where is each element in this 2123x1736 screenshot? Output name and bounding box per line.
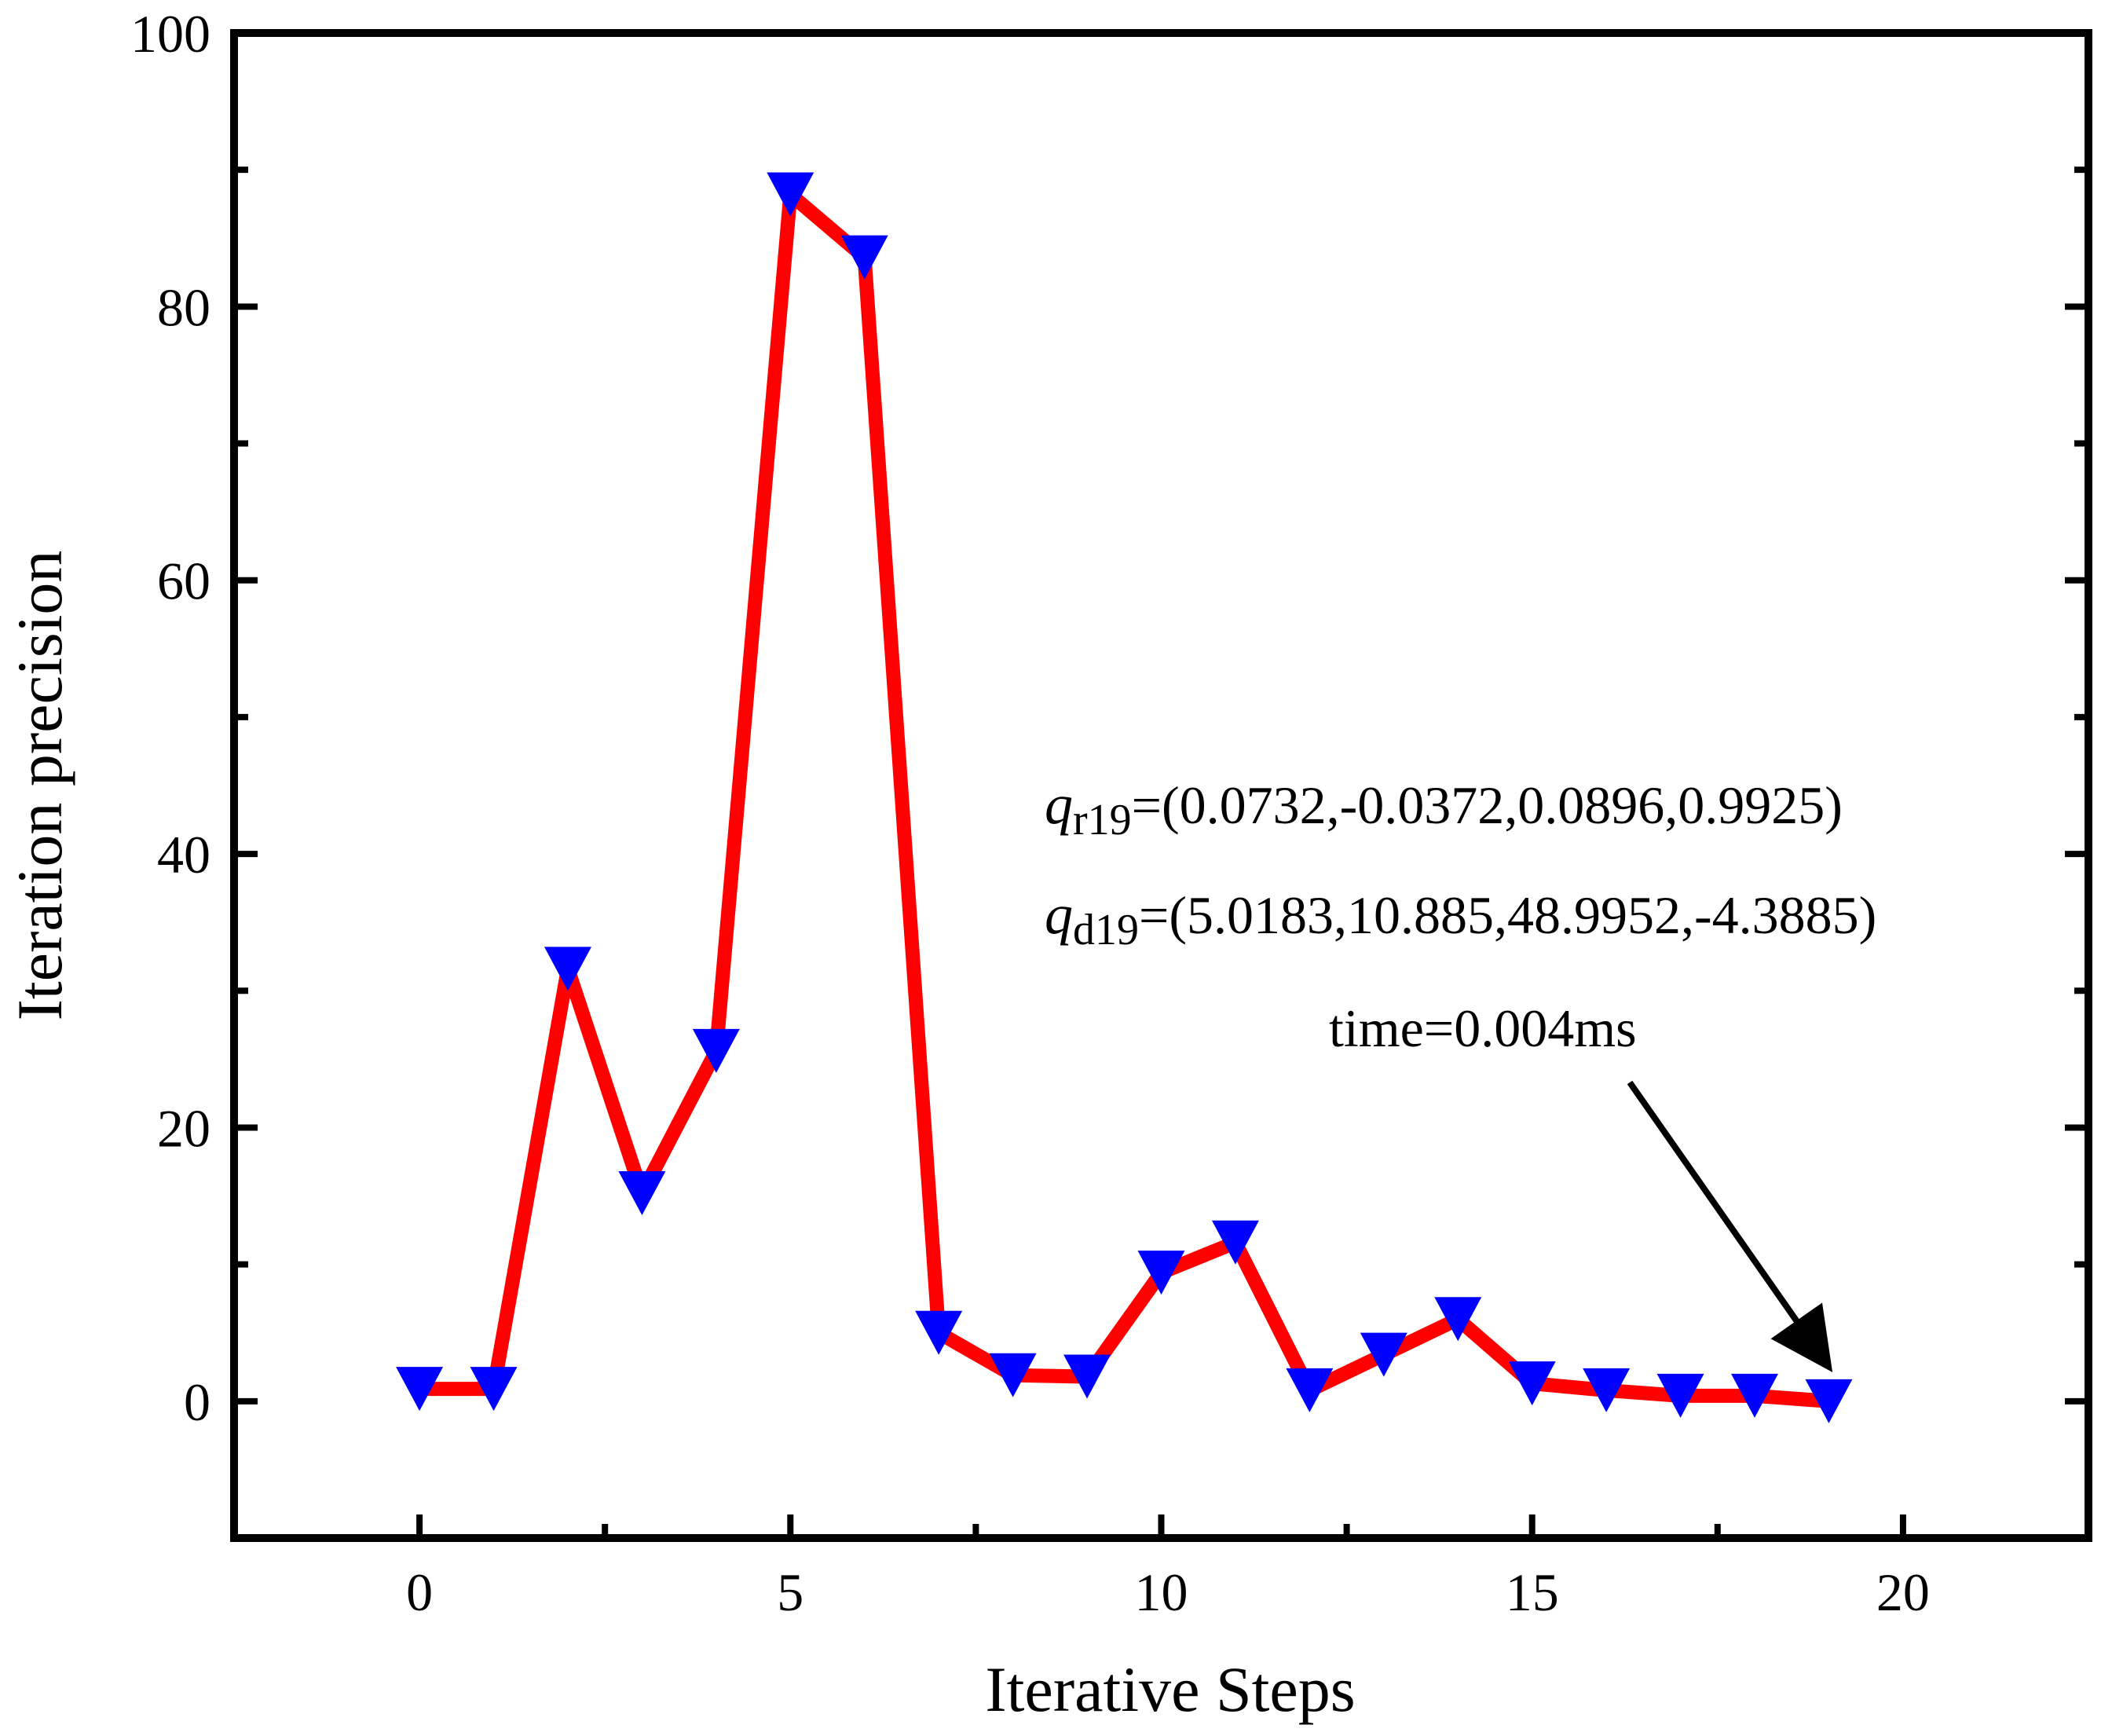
data-point-marker — [1137, 1251, 1185, 1295]
annotation-qd-symbol: q — [1045, 883, 1073, 946]
y-tick-label: 100 — [130, 4, 210, 64]
data-series — [396, 172, 1853, 1423]
data-point-marker — [1805, 1379, 1853, 1423]
y-axis-label: Iteration precision — [4, 551, 75, 1021]
annotation-qr: qr19=(0.0732,-0.0372,0.0896,0.9925) — [1045, 773, 1843, 844]
data-point-marker — [396, 1367, 444, 1412]
data-point-marker — [544, 947, 591, 991]
annotation-qr-symbol: q — [1045, 773, 1073, 836]
y-tick-label: 60 — [157, 551, 210, 611]
x-tick-label: 20 — [1876, 1562, 1930, 1622]
series-line — [419, 180, 1830, 1408]
annotation-qr-subscript: r19 — [1073, 796, 1132, 844]
data-point-marker — [1063, 1354, 1111, 1399]
x-tick-label: 5 — [777, 1562, 803, 1622]
axis-ticks — [234, 167, 2088, 1538]
data-point-marker — [989, 1353, 1037, 1397]
data-point-marker — [840, 235, 888, 280]
plot-frame — [230, 29, 2092, 1542]
data-point-marker — [692, 1028, 740, 1073]
x-axis-label: Iterative Steps — [985, 1654, 1355, 1725]
annotation-qr-values: =(0.0732,-0.0372,0.0896,0.9925) — [1132, 775, 1843, 835]
data-point-marker — [470, 1367, 518, 1412]
data-point-marker — [915, 1310, 963, 1355]
x-tick-label: 15 — [1506, 1562, 1559, 1622]
data-point-marker — [1360, 1332, 1407, 1377]
x-tick-label: 0 — [406, 1562, 433, 1622]
data-point-marker — [1583, 1368, 1631, 1412]
data-point-marker — [1731, 1373, 1779, 1418]
data-point-marker — [1434, 1297, 1482, 1342]
y-tick-label: 0 — [184, 1372, 210, 1432]
data-point-marker — [618, 1171, 666, 1216]
y-tick-label: 80 — [157, 277, 210, 337]
tick-labels: 0 20 40 60 80 100 0 5 10 15 20 — [130, 4, 1930, 1622]
annotation-arrow — [1627, 1080, 1833, 1372]
x-tick-label: 10 — [1135, 1562, 1188, 1622]
data-point-marker — [1211, 1220, 1259, 1265]
annotation-qd: qd19=(5.0183,10.885,48.9952,-4.3885) — [1045, 883, 1876, 954]
annotation-time: time=0.004ms — [1329, 998, 1637, 1058]
annotation-qd-values: =(5.0183,10.885,48.9952,-4.3885) — [1139, 885, 1876, 945]
data-point-marker — [1508, 1361, 1556, 1406]
annotation-qd-subscript: d19 — [1073, 906, 1139, 954]
data-point-marker — [1656, 1373, 1704, 1418]
y-tick-label: 40 — [157, 825, 210, 884]
y-tick-label: 20 — [157, 1098, 210, 1158]
data-point-marker — [1286, 1368, 1334, 1412]
data-point-marker — [767, 172, 814, 217]
